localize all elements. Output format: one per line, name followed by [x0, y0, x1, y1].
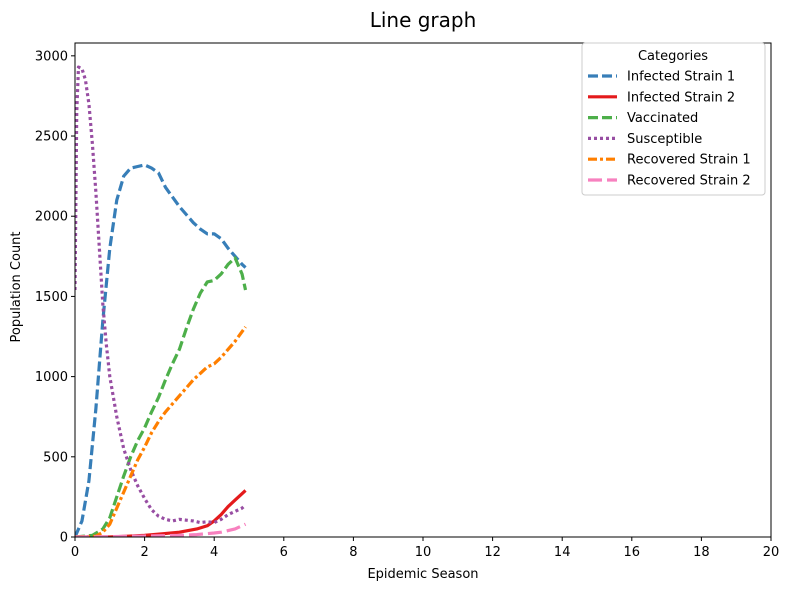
- legend-label-5: Recovered Strain 1: [627, 153, 751, 168]
- y-tick-label: 2000: [35, 210, 68, 225]
- x-tick-label: 4: [210, 545, 218, 560]
- series-line-1: [75, 163, 247, 537]
- x-axis: 0 2 4 6 8 10 12 14 16 18 20: [71, 537, 779, 560]
- legend-items: Infected Strain 1 Infected Strain 2 Vaccin…: [588, 70, 751, 189]
- x-tick-label: 14: [554, 545, 571, 560]
- x-tick-label: 16: [624, 545, 641, 560]
- x-tick-label: 8: [349, 545, 357, 560]
- legend-label-2: Infected Strain 2: [627, 90, 735, 105]
- legend-title: Categories: [638, 49, 708, 64]
- y-tick-label: 2500: [35, 130, 68, 145]
- chart-title: Line graph: [370, 8, 477, 32]
- plot-lines: [75, 65, 248, 537]
- x-tick-label: 2: [140, 545, 148, 560]
- series-line-3: [75, 256, 248, 537]
- x-tick-label: 6: [280, 545, 288, 560]
- series-line-2: [75, 489, 247, 537]
- series-line-6: [75, 522, 247, 537]
- x-tick-label: 12: [484, 545, 501, 560]
- x-tick-label: 10: [415, 545, 432, 560]
- y-axis-label: Population Count: [9, 231, 24, 342]
- legend-label-6: Recovered Strain 2: [627, 174, 751, 189]
- x-tick-label: 18: [693, 545, 710, 560]
- legend-label-4: Susceptible: [627, 132, 702, 147]
- y-tick-label: 500: [43, 450, 68, 465]
- y-axis: 0 500 1000 1500 2000 2500 3000: [35, 49, 75, 546]
- x-axis-label: Epidemic Season: [367, 567, 478, 582]
- x-tick-label: 0: [71, 545, 79, 560]
- series-line-4: [75, 65, 247, 525]
- legend-label-3: Vaccinated: [627, 111, 698, 126]
- y-tick-label: 1000: [35, 370, 68, 385]
- legend-box: [581, 42, 766, 196]
- legend-label-1: Infected Strain 1: [627, 70, 735, 85]
- y-tick-label: 1500: [35, 290, 68, 305]
- x-tick-label: 20: [763, 545, 780, 560]
- series-line-5: [75, 325, 247, 537]
- y-tick-label: 0: [60, 531, 68, 546]
- y-tick-label: 3000: [35, 49, 68, 64]
